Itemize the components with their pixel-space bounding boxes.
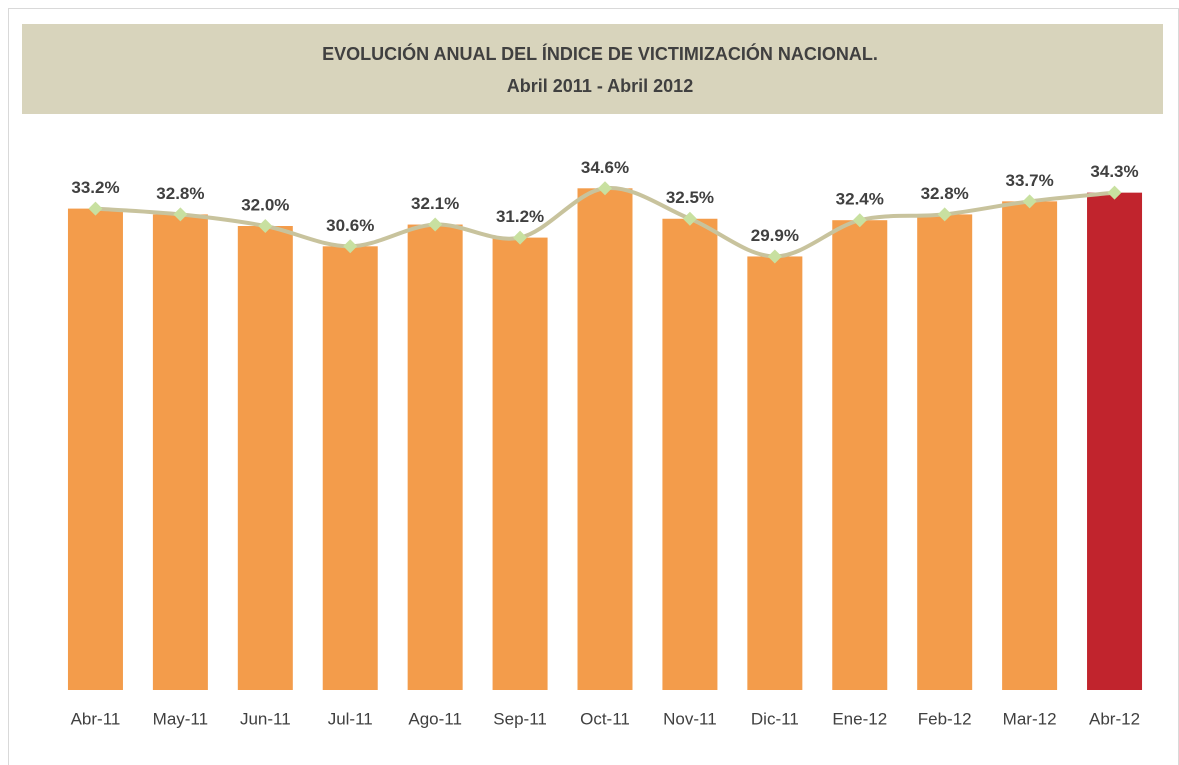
marker xyxy=(682,211,697,226)
x-tick-label: May-11 xyxy=(153,709,208,728)
marker xyxy=(258,219,273,233)
data-label: 34.3% xyxy=(1090,162,1138,181)
x-tick-label: Nov-11 xyxy=(663,709,717,728)
bar xyxy=(577,188,633,691)
x-tick-label: Oct-11 xyxy=(580,709,630,728)
bar xyxy=(237,226,293,690)
marker xyxy=(852,213,867,228)
chart-subtitle: Abril 2011 - Abril 2012 xyxy=(507,76,693,96)
bar xyxy=(832,220,888,690)
x-tick-label: Mar-12 xyxy=(1003,709,1057,728)
data-label: 32.0% xyxy=(241,195,289,214)
data-label: 32.8% xyxy=(921,184,969,203)
data-label: 32.1% xyxy=(411,194,459,213)
x-tick-label: Ago-11 xyxy=(408,709,462,728)
marker xyxy=(173,207,188,222)
x-tick-label: Ene-12 xyxy=(832,709,887,728)
title-band xyxy=(22,24,1163,114)
data-label: 32.5% xyxy=(666,188,714,207)
marker xyxy=(513,230,528,245)
bar xyxy=(492,237,548,690)
data-label: 31.2% xyxy=(496,207,544,226)
bar xyxy=(67,208,123,690)
marker xyxy=(88,201,103,216)
data-label: 33.7% xyxy=(1006,171,1054,190)
bar xyxy=(1002,201,1058,690)
data-label: 33.2% xyxy=(71,178,119,197)
x-tick-label: Feb-12 xyxy=(918,709,972,728)
marker xyxy=(1022,194,1037,209)
data-label: 29.9% xyxy=(751,226,799,245)
bar xyxy=(322,246,378,691)
marker xyxy=(428,217,443,232)
marker xyxy=(1107,185,1122,200)
x-tick-label: Abr-11 xyxy=(71,709,121,728)
marker xyxy=(937,207,952,222)
x-tick-label: Dic-11 xyxy=(751,709,799,728)
bar xyxy=(747,256,803,690)
chart-title: EVOLUCIÓN ANUAL DEL ÍNDICE DE VICTIMIZAC… xyxy=(322,43,878,64)
marker xyxy=(343,239,358,254)
x-tick-label: Sep-11 xyxy=(493,709,547,728)
bar xyxy=(407,224,463,691)
data-label: 32.4% xyxy=(836,190,884,209)
bar xyxy=(1087,192,1143,690)
bar xyxy=(662,218,718,690)
marker xyxy=(767,249,782,264)
data-label: 30.6% xyxy=(326,216,374,235)
x-tick-label: Abr-12 xyxy=(1089,709,1140,728)
bar xyxy=(152,214,208,690)
data-label: 34.6% xyxy=(581,158,629,177)
x-tick-label: Jun-11 xyxy=(240,709,291,728)
data-label: 32.8% xyxy=(156,184,204,203)
marker xyxy=(598,181,612,196)
bar xyxy=(917,214,973,690)
x-tick-label: Jul-11 xyxy=(328,709,373,728)
